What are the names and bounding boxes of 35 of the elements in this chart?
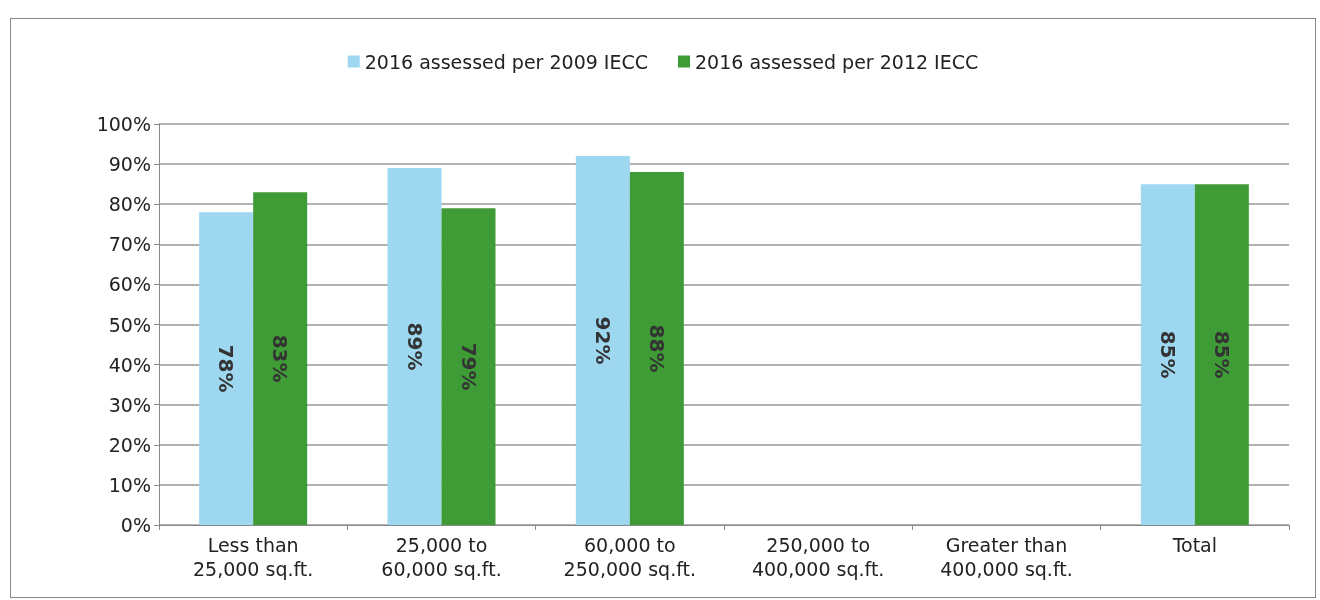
bar (253, 192, 308, 525)
data-label: 78% (214, 344, 239, 393)
y-tick-label: 100% (96, 113, 151, 135)
x-tick-label: 60,000 to 250,000 sq.ft. (563, 534, 697, 580)
y-tick-label: 80% (108, 193, 151, 216)
bar (1194, 184, 1249, 525)
y-tick-label: 10% (108, 473, 151, 496)
y-tick-label: 20% (108, 433, 151, 456)
bar (629, 172, 684, 525)
x-tick-label: Less than 25,000 sq.ft. (192, 534, 314, 580)
x-tick-label: 25,000 to 60,000 sq.ft. (381, 534, 502, 580)
legend-label: 2016 assessed per 2012 IECC (695, 50, 979, 73)
x-tick-label: Greater than 400,000 sq.ft. (940, 534, 1073, 580)
data-label: 89% (402, 322, 427, 371)
bar (575, 156, 630, 525)
y-tick-label: 50% (108, 313, 151, 336)
legend-label: 2016 assessed per 2009 IECC (364, 50, 648, 73)
bar (1140, 184, 1195, 525)
y-tick-label: 70% (108, 233, 151, 256)
y-tick-label: 40% (108, 353, 151, 376)
y-tick-label: 90% (108, 153, 151, 176)
bar (441, 208, 496, 525)
y-tick-label: 30% (108, 393, 151, 416)
x-tick-label: Total (1171, 534, 1218, 556)
data-label: 85% (1209, 330, 1234, 379)
data-label: 79% (456, 342, 481, 391)
bar (199, 212, 254, 525)
data-label: 83% (268, 334, 293, 383)
y-tick-label: 0% (120, 514, 151, 536)
bar (387, 168, 442, 525)
data-label: 92% (590, 316, 615, 365)
y-tick-label: 60% (108, 273, 151, 296)
x-tick-label: 250,000 to 400,000 sq.ft. (751, 534, 885, 580)
data-label: 85% (1155, 330, 1180, 379)
data-label: 88% (644, 324, 669, 373)
